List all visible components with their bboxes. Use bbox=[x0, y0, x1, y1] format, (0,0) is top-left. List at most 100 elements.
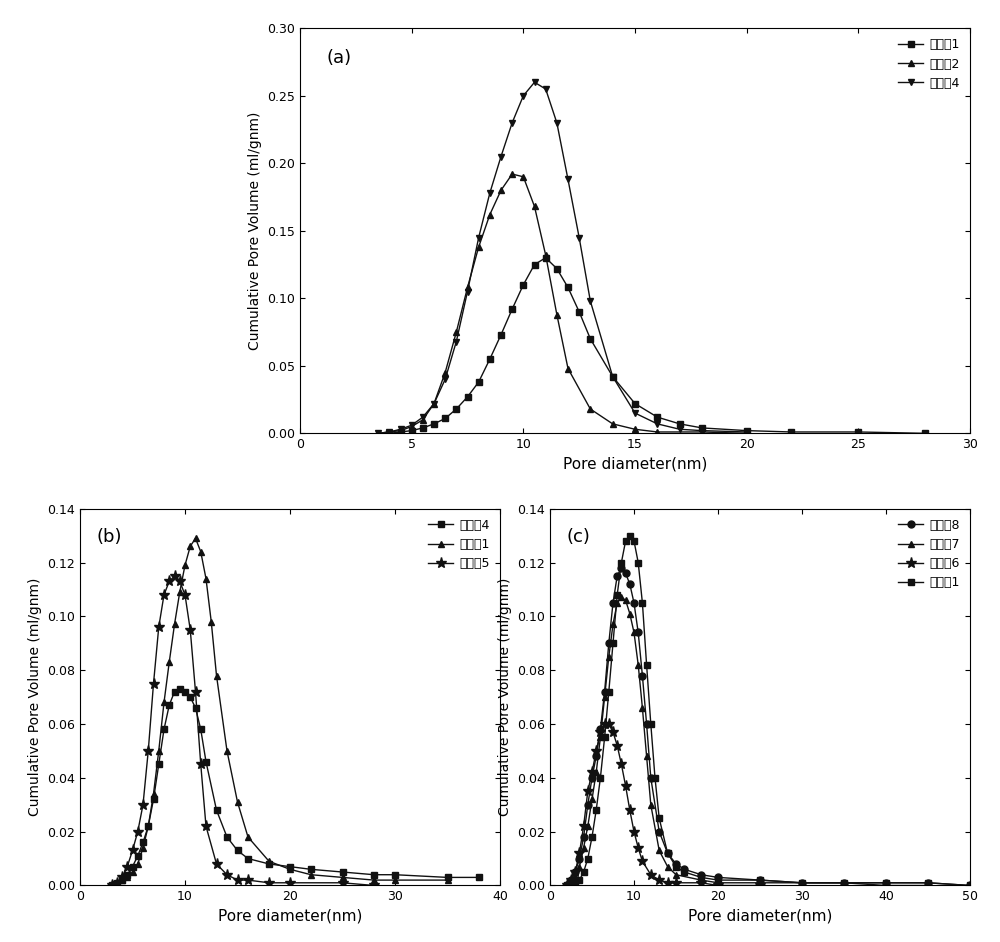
实施例1 bbox=[205, 616, 217, 627]
实施例8 bbox=[578, 832, 590, 843]
实施例1 bbox=[106, 880, 118, 891]
实施例7 bbox=[586, 794, 598, 805]
实施例5 bbox=[336, 877, 349, 888]
实施例8 bbox=[678, 864, 690, 875]
实施例1 bbox=[565, 880, 577, 891]
实施例4 bbox=[417, 412, 429, 423]
实施例1 bbox=[540, 252, 552, 264]
实施例8 bbox=[964, 880, 976, 891]
实施例8 bbox=[653, 826, 665, 837]
实施例5 bbox=[132, 826, 144, 837]
实施例1 bbox=[439, 413, 451, 424]
实施例4 bbox=[428, 398, 440, 409]
实施例5 bbox=[210, 858, 222, 869]
实施例8 bbox=[607, 597, 619, 609]
实施例5 bbox=[106, 880, 118, 891]
实施例4 bbox=[163, 700, 175, 711]
实施例1 bbox=[210, 670, 222, 681]
实施例5 bbox=[263, 877, 275, 888]
实施例4 bbox=[674, 424, 686, 435]
实施例1 bbox=[184, 541, 196, 552]
实施例4 bbox=[450, 336, 462, 348]
实施例5 bbox=[242, 874, 254, 885]
实施例7 bbox=[624, 608, 636, 619]
实施例1 bbox=[620, 535, 632, 546]
实施例4 bbox=[242, 853, 254, 864]
实施例4 bbox=[195, 723, 207, 735]
实施例6 bbox=[561, 880, 573, 891]
实施例2 bbox=[495, 185, 507, 196]
实施例1 bbox=[678, 867, 690, 878]
实施例1 bbox=[190, 532, 202, 544]
实施例8 bbox=[838, 877, 850, 888]
实施例7 bbox=[573, 861, 585, 872]
实施例1 bbox=[195, 546, 207, 558]
实施例8 bbox=[620, 568, 632, 579]
实施例4 bbox=[142, 820, 154, 832]
实施例7 bbox=[599, 691, 611, 703]
实施例1 bbox=[586, 832, 598, 843]
实施例1 bbox=[221, 745, 233, 756]
实施例1 bbox=[880, 877, 892, 888]
实施例7 bbox=[695, 874, 707, 885]
实施例2 bbox=[607, 418, 619, 430]
实施例1 bbox=[964, 880, 976, 891]
实施例7 bbox=[561, 880, 573, 891]
实施例4 bbox=[200, 756, 212, 768]
实施例2 bbox=[394, 425, 406, 436]
实施例8 bbox=[695, 869, 707, 881]
实施例1 bbox=[517, 279, 529, 290]
实施例1 bbox=[116, 874, 128, 885]
实施例1 bbox=[582, 853, 594, 864]
实施例1 bbox=[242, 832, 254, 843]
实施例1 bbox=[142, 820, 154, 832]
实施例1 bbox=[137, 842, 149, 853]
实施例6 bbox=[670, 877, 682, 888]
实施例5 bbox=[148, 678, 160, 690]
实施例7 bbox=[670, 869, 682, 881]
实施例1 bbox=[624, 530, 636, 542]
实施例4 bbox=[232, 845, 244, 856]
实施例8 bbox=[611, 570, 623, 581]
实施例1 bbox=[919, 428, 931, 439]
实施例6 bbox=[712, 880, 724, 891]
实施例1 bbox=[148, 788, 160, 800]
实施例7 bbox=[620, 594, 632, 606]
实施例2 bbox=[741, 428, 753, 439]
实施例7 bbox=[653, 845, 665, 856]
实施例6 bbox=[569, 867, 581, 878]
Text: (a): (a) bbox=[327, 49, 352, 67]
实施例7 bbox=[712, 877, 724, 888]
实施例4 bbox=[336, 867, 349, 878]
实施例4 bbox=[506, 117, 518, 128]
实施例5 bbox=[137, 799, 149, 810]
实施例1 bbox=[611, 589, 623, 600]
Legend: 实施例1, 实施例2, 实施例4: 实施例1, 实施例2, 实施例4 bbox=[895, 35, 964, 93]
实施例5 bbox=[116, 871, 128, 883]
实施例4 bbox=[121, 869, 133, 881]
实施例1 bbox=[394, 427, 406, 438]
实施例8 bbox=[754, 874, 766, 885]
实施例6 bbox=[578, 820, 590, 832]
实施例7 bbox=[632, 659, 644, 671]
实施例4 bbox=[741, 427, 753, 438]
实施例4 bbox=[148, 794, 160, 805]
Y-axis label: Cumulative Pore Volume (ml/gnm): Cumulative Pore Volume (ml/gnm) bbox=[498, 577, 512, 817]
实施例6 bbox=[565, 874, 577, 885]
实施例4 bbox=[210, 804, 222, 816]
实施例1 bbox=[132, 858, 144, 869]
实施例6 bbox=[611, 739, 623, 751]
实施例5 bbox=[126, 845, 138, 856]
实施例6 bbox=[620, 780, 632, 791]
Line: 实施例1: 实施例1 bbox=[563, 532, 973, 889]
实施例2 bbox=[584, 403, 596, 414]
实施例4 bbox=[153, 758, 165, 770]
实施例1 bbox=[495, 329, 507, 340]
实施例1 bbox=[712, 874, 724, 885]
实施例2 bbox=[629, 424, 641, 435]
实施例5 bbox=[179, 589, 191, 600]
实施例4 bbox=[106, 880, 118, 891]
X-axis label: Pore diameter(nm): Pore diameter(nm) bbox=[218, 909, 362, 924]
Line: 实施例7: 实施例7 bbox=[563, 594, 931, 889]
实施例7 bbox=[590, 767, 602, 778]
